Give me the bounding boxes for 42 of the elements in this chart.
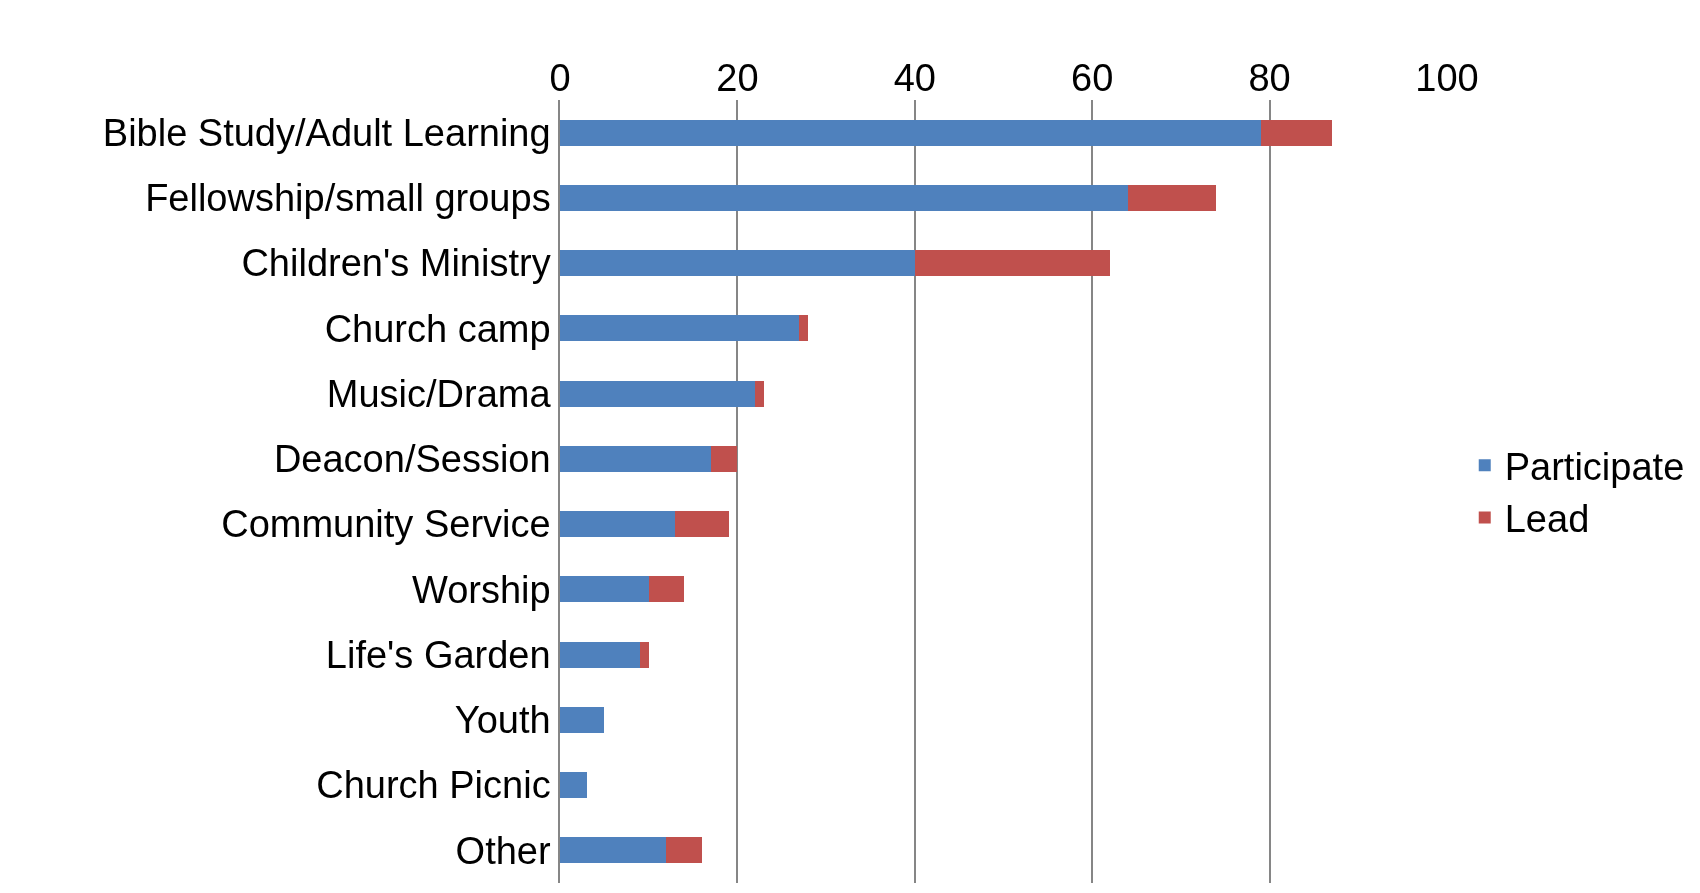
- bar: [560, 184, 1128, 211]
- bar: [560, 772, 587, 799]
- x-tick-label: 80: [1248, 57, 1291, 100]
- bar: [710, 445, 738, 472]
- bar: [914, 250, 1110, 277]
- x-tick-label: 20: [716, 57, 759, 100]
- bar: [560, 119, 1261, 146]
- bar: [560, 445, 711, 472]
- x-tick-label: 60: [1071, 57, 1114, 100]
- bar: [560, 315, 800, 342]
- bar: [1260, 119, 1332, 146]
- bar: [560, 576, 649, 603]
- bar: [799, 315, 809, 342]
- y-tick-label: Church Picnic: [316, 764, 551, 807]
- bar: [1127, 184, 1217, 211]
- y-tick-label: Music/Drama: [326, 372, 552, 415]
- bar: [648, 576, 685, 603]
- y-tick-label: Life's Garden: [325, 633, 551, 676]
- bar: [755, 380, 765, 407]
- x-tick-label: 0: [549, 57, 571, 100]
- x-tick-label: 40: [893, 57, 936, 100]
- legend-label: Lead: [1504, 498, 1590, 541]
- y-tick-label: Deacon/Session: [273, 438, 551, 481]
- y-tick-label: Fellowship/small groups: [145, 177, 551, 220]
- x-tick-label: 100: [1415, 57, 1479, 100]
- bar: [560, 837, 667, 864]
- bar: [675, 511, 729, 538]
- legend-label: Participate: [1504, 446, 1685, 489]
- bar: [560, 706, 605, 733]
- bar: [560, 641, 640, 668]
- bar: [560, 380, 756, 407]
- y-tick-label: Youth: [454, 699, 551, 742]
- bar: [639, 641, 649, 668]
- y-tick-label: Church camp: [324, 307, 551, 350]
- y-tick-label: Bible Study/Adult Learning: [102, 111, 551, 154]
- bar: [666, 837, 702, 864]
- y-tick-label: Community Service: [221, 503, 551, 546]
- y-tick-label: Children's Ministry: [241, 242, 551, 285]
- bar: [560, 250, 915, 277]
- y-tick-label: Other: [455, 829, 551, 872]
- y-tick-label: Worship: [411, 568, 551, 611]
- bar: [560, 511, 676, 538]
